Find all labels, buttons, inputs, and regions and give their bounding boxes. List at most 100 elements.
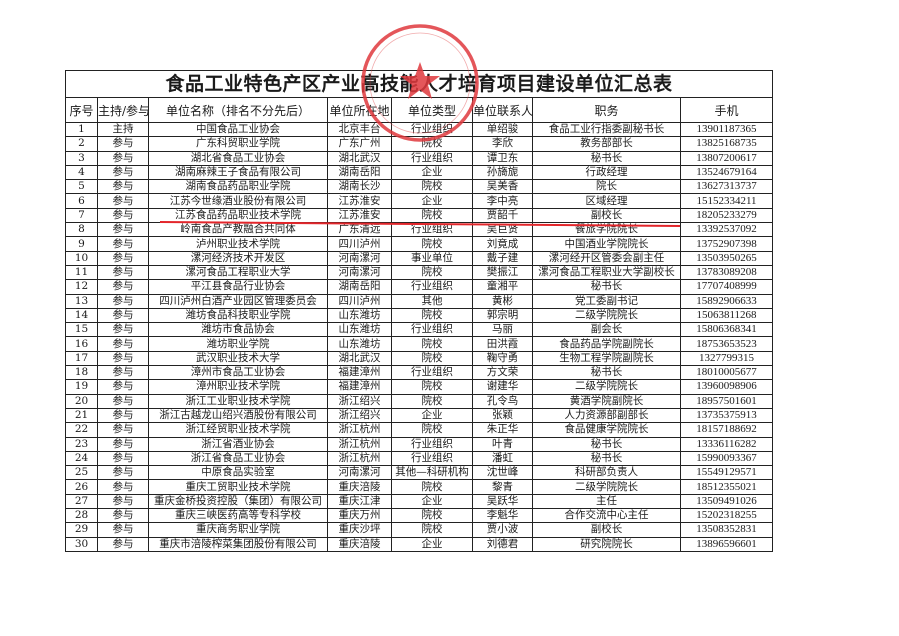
role-cell: 参与 bbox=[97, 336, 149, 352]
unit-name-cell: 重庆金桥投资控股（集团）有限公司 bbox=[148, 493, 328, 510]
header-contact: 单位联系人 bbox=[472, 97, 533, 123]
phone-cell: 13627313737 bbox=[679, 179, 774, 195]
unit-type-cell: 院校 bbox=[391, 336, 473, 352]
table-row: 29 参与 重庆商务职业学院 重庆沙坪 院校 贾小波 副校长 13508352831 bbox=[65, 522, 774, 538]
header-unit-name: 单位名称（排名不分先后） bbox=[148, 97, 328, 123]
role-cell: 参与 bbox=[97, 436, 149, 452]
table-row: 15 参与 潍坊市食品协会 山东潍坊 行业组织 马丽 副会长 15806368341 bbox=[65, 322, 774, 338]
seq-cell: 17 bbox=[65, 350, 98, 367]
seq-cell: 8 bbox=[65, 222, 98, 238]
role-cell: 参与 bbox=[97, 450, 149, 467]
unit-name-cell: 四川泸州白酒产业园区管理委员会 bbox=[148, 293, 328, 309]
seq-cell: 18 bbox=[65, 365, 98, 381]
contact-cell: 谭卫东 bbox=[472, 150, 533, 166]
seq-cell: 22 bbox=[65, 422, 98, 438]
position-cell: 中国酒业学院院长 bbox=[532, 236, 681, 252]
role-cell: 参与 bbox=[97, 264, 149, 281]
seq-cell: 9 bbox=[65, 236, 98, 252]
unit-name-cell: 漯河经济技术开发区 bbox=[148, 250, 328, 266]
role-cell: 参与 bbox=[97, 207, 149, 224]
table-row: 5 参与 湖南食品药品职业学院 湖南长沙 院校 吴美香 院长 13627313737 bbox=[65, 179, 774, 195]
phone-cell: 18512355021 bbox=[679, 479, 774, 495]
role-cell: 参与 bbox=[97, 422, 149, 438]
location-cell: 四川泸州 bbox=[327, 293, 392, 309]
unit-type-cell: 行业组织 bbox=[391, 450, 473, 467]
unit-name-cell: 漳州市食品工业协会 bbox=[148, 365, 328, 381]
position-cell: 秘书长 bbox=[532, 436, 681, 452]
unit-type-cell: 行业组织 bbox=[391, 322, 473, 338]
header-role: 主持/参与 bbox=[97, 97, 149, 123]
contact-cell: 单绍骏 bbox=[472, 121, 533, 138]
contact-cell: 叶青 bbox=[472, 436, 533, 452]
unit-type-cell: 行业组织 bbox=[391, 365, 473, 381]
role-cell: 参与 bbox=[97, 193, 149, 209]
phone-cell: 13503950265 bbox=[679, 250, 774, 266]
location-cell: 山东潍坊 bbox=[327, 307, 392, 324]
location-cell: 浙江绍兴 bbox=[327, 393, 392, 409]
phone-cell: 15806368341 bbox=[679, 322, 774, 338]
phone-cell: 13735375913 bbox=[679, 407, 774, 424]
table-row: 14 参与 潍坊食品科技职业学院 山东潍坊 院校 郭宗明 二级学院院长 15063811268 bbox=[65, 307, 774, 324]
phone-cell: 13392537092 bbox=[679, 222, 774, 238]
seq-cell: 19 bbox=[65, 379, 98, 395]
seq-cell: 6 bbox=[65, 193, 98, 209]
seq-cell: 29 bbox=[65, 522, 98, 538]
phone-cell: 13783089208 bbox=[679, 264, 774, 281]
role-cell: 参与 bbox=[97, 293, 149, 309]
location-cell: 湖南岳阳 bbox=[327, 164, 392, 181]
unit-name-cell: 武汉职业技术大学 bbox=[148, 350, 328, 367]
position-cell: 黄酒学院副院长 bbox=[532, 393, 681, 409]
role-cell: 参与 bbox=[97, 522, 149, 538]
table-row: 23 参与 浙江省酒业协会 浙江杭州 行业组织 叶青 秘书长 13336116282 bbox=[65, 436, 774, 452]
role-cell: 参与 bbox=[97, 536, 149, 552]
position-cell: 二级学院院长 bbox=[532, 479, 681, 495]
location-cell: 浙江绍兴 bbox=[327, 407, 392, 424]
location-cell: 山东潍坊 bbox=[327, 322, 392, 338]
position-cell: 党工委副书记 bbox=[532, 293, 681, 309]
table-row: 28 参与 重庆三峡医药高等专科学校 重庆万州 院校 李魁华 合作交流中心主任 1520231… bbox=[65, 508, 774, 524]
seq-cell: 7 bbox=[65, 207, 98, 224]
contact-cell: 贾韶千 bbox=[472, 207, 533, 224]
table-body: 1 主持 中国食品工业协会 北京丰台 行业组织 单绍骏 食品工业行指委副秘书长 1390118… bbox=[65, 121, 774, 552]
seq-cell: 2 bbox=[65, 136, 98, 152]
location-cell: 河南漯河 bbox=[327, 250, 392, 266]
table-row: 16 参与 潍坊职业学院 山东潍坊 院校 田洪霞 食品药品学院副院长 18753653523 bbox=[65, 336, 774, 352]
unit-type-cell: 行业组织 bbox=[391, 121, 473, 138]
table-row: 2 参与 广东科贸职业学院 广东广州 院校 李欣 教务部部长 13825168735 bbox=[65, 136, 774, 152]
unit-type-cell: 院校 bbox=[391, 236, 473, 252]
contact-cell: 孔令鸟 bbox=[472, 393, 533, 409]
seq-cell: 14 bbox=[65, 307, 98, 324]
unit-type-cell: 院校 bbox=[391, 422, 473, 438]
unit-type-cell: 行业组织 bbox=[391, 222, 473, 238]
unit-type-cell: 院校 bbox=[391, 379, 473, 395]
phone-cell: 15549129571 bbox=[679, 465, 774, 481]
location-cell: 广东清远 bbox=[327, 222, 392, 238]
phone-cell: 13336116282 bbox=[679, 436, 774, 452]
unit-type-cell: 院校 bbox=[391, 479, 473, 495]
title-row: 食品工业特色产区产业高技能人才培育项目建设单位汇总表 bbox=[64, 70, 774, 98]
position-cell: 秘书长 bbox=[532, 450, 681, 467]
role-cell: 参与 bbox=[97, 393, 149, 409]
header-location: 单位所在地 bbox=[327, 97, 392, 123]
phone-cell: 15152334211 bbox=[679, 193, 774, 209]
unit-name-cell: 潍坊食品科技职业学院 bbox=[148, 307, 328, 324]
position-cell: 研究院院长 bbox=[532, 536, 681, 552]
summary-table: 食品工业特色产区产业高技能人才培育项目建设单位汇总表 序号 主持/参与 单位名称（排… bbox=[64, 70, 774, 552]
table-row: 24 参与 浙江省食品工业协会 浙江杭州 行业组织 潘虹 秘书长 15990093367 bbox=[65, 450, 774, 467]
position-cell: 秘书长 bbox=[532, 279, 681, 295]
unit-type-cell: 院校 bbox=[391, 207, 473, 224]
role-cell: 参与 bbox=[97, 350, 149, 367]
contact-cell: 孙旖旎 bbox=[472, 164, 533, 181]
seq-cell: 4 bbox=[65, 164, 98, 181]
role-cell: 参与 bbox=[97, 407, 149, 424]
contact-cell: 方文荣 bbox=[472, 365, 533, 381]
unit-type-cell: 其他 bbox=[391, 293, 473, 309]
table-row: 26 参与 重庆工贸职业技术学院 重庆涪陵 院校 黎青 二级学院院长 18512355021 bbox=[65, 479, 774, 495]
position-cell: 人力资源部副部长 bbox=[532, 407, 681, 424]
phone-cell: 15063811268 bbox=[679, 307, 774, 324]
unit-type-cell: 企业 bbox=[391, 164, 473, 181]
unit-name-cell: 漳州职业技术学院 bbox=[148, 379, 328, 395]
phone-cell: 18957501601 bbox=[679, 393, 774, 409]
unit-type-cell: 行业组织 bbox=[391, 279, 473, 295]
location-cell: 浙江杭州 bbox=[327, 450, 392, 467]
